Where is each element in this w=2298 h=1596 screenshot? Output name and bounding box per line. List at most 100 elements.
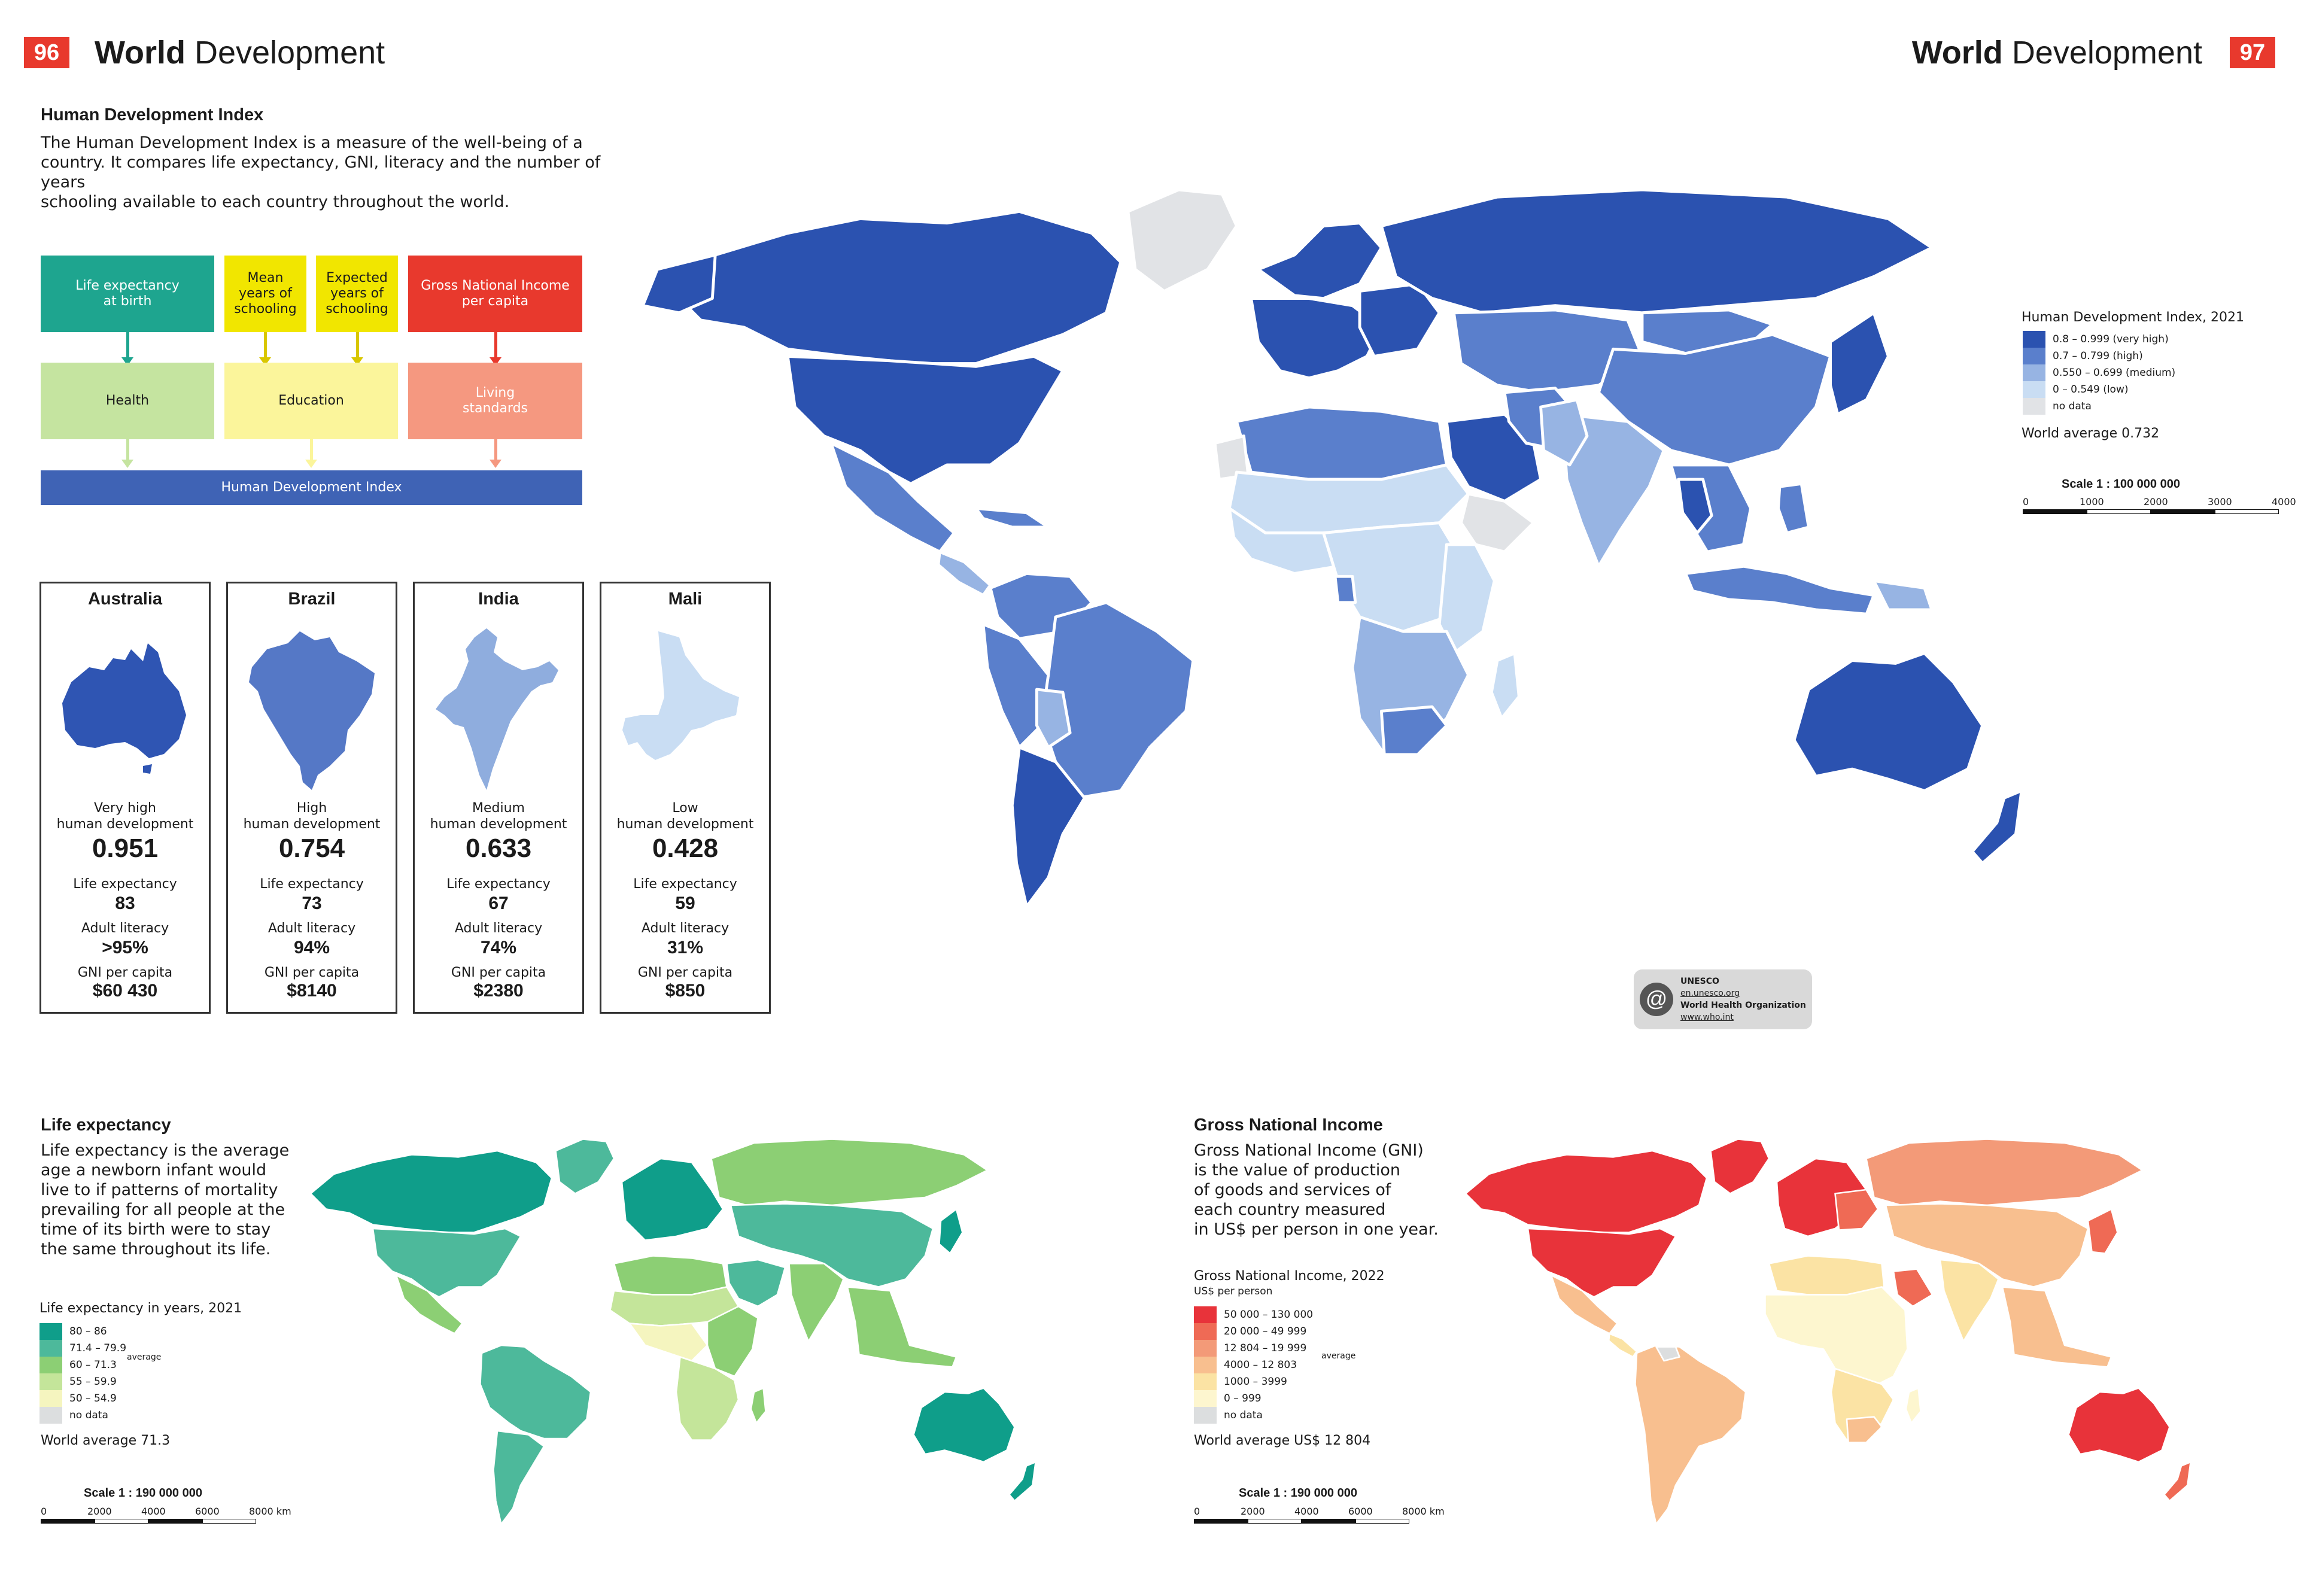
philippines-region [1777, 482, 1810, 535]
gni-scale-title: Scale 1 : 190 000 000 [1239, 1486, 1357, 1500]
hdi-world-average: World average 0.732 [2022, 426, 2160, 441]
scale-tick-label: 4000 [1294, 1506, 1319, 1517]
legend-label: 0.7 – 0.799 (high) [2053, 350, 2143, 362]
gulf-region [1892, 1268, 1934, 1308]
madagascar-region [1490, 652, 1521, 720]
australia-region [2068, 1387, 2171, 1463]
central-asia-region [1452, 308, 1644, 394]
gni-description: Gross National Income (GNI) is the value… [1194, 1141, 1439, 1239]
development-category: Low human development [601, 800, 769, 832]
western-europe-region [1250, 297, 1383, 380]
legend-label: no data [2053, 400, 2092, 412]
legend-item: 50 000 – 130 000 [1194, 1306, 1313, 1323]
legend-item: 0.7 – 0.799 (high) [2023, 348, 2143, 364]
scale-segment [202, 1519, 256, 1524]
legend-label: 0 – 999 [1224, 1393, 1262, 1405]
legend-swatch [39, 1323, 62, 1340]
india-shape-icon [436, 628, 558, 790]
south-america-south-region [493, 1430, 545, 1525]
literacy-value: >95% [102, 938, 148, 957]
hdi-value: 0.951 [92, 834, 159, 863]
country-card-mali: Mali Low human development 0.428 Life ex… [600, 582, 771, 1014]
literacy-value: 31% [667, 938, 704, 957]
japan-korea-region [2087, 1208, 2118, 1254]
legend-label: 0.550 – 0.699 (medium) [2053, 367, 2176, 379]
life-section-title: Life expectancy [41, 1115, 171, 1135]
life-expectancy-value: 67 [488, 893, 509, 913]
legend-label: 50 000 – 130 000 [1224, 1309, 1314, 1321]
north-africa-region [613, 1255, 728, 1296]
input-expected-schooling: Expected years of schooling [316, 256, 398, 332]
life-scale-title: Scale 1 : 190 000 000 [84, 1486, 202, 1500]
canada-region [670, 209, 1123, 365]
input-gni: Gross National Income per capita [408, 256, 582, 332]
right-page-title: World Development [1912, 34, 2202, 72]
gni-legend-subtitle: US$ per person [1194, 1285, 1273, 1297]
scale-tick-label: 8000 km [249, 1506, 291, 1517]
russia-region [1379, 188, 1934, 315]
iceland-scandinavia-region [1257, 221, 1383, 300]
japan-region [938, 1208, 963, 1254]
hdi-value: 0.633 [465, 834, 532, 863]
text-line: country. It compares life expectancy, GN… [41, 153, 601, 191]
text-line: in US$ per person in one year. [1194, 1220, 1439, 1239]
greenland-region [1710, 1138, 1770, 1194]
category-line: High [296, 801, 327, 816]
average-marker: average [127, 1352, 162, 1362]
left-page-title: World Development [95, 34, 385, 72]
scale-segment [1302, 1519, 1355, 1524]
scale-segment [1248, 1519, 1302, 1524]
scale-tick-label: 2000 [2144, 496, 2168, 507]
scale-tick-label: 6000 [1348, 1506, 1373, 1517]
hdi-scale-title: Scale 1 : 100 000 000 [2062, 478, 2180, 491]
brazil-shape-icon [249, 631, 375, 790]
gni-label: GNI per capita [637, 965, 733, 980]
text-line: The Human Development Index is a measure… [41, 133, 583, 152]
text-line: schooling available to each country thro… [41, 193, 510, 211]
legend-swatch [39, 1373, 62, 1390]
asia-region [1884, 1203, 2089, 1288]
mexico-region [395, 1274, 463, 1334]
text-line: age a newborn infant would [41, 1161, 267, 1179]
canada-region [1464, 1150, 1708, 1233]
hdi-world-map [641, 188, 2023, 908]
life-world-average: World average 71.3 [41, 1433, 171, 1448]
life-expectancy-label: Life expectancy [446, 877, 551, 892]
title-light: Development [194, 35, 385, 71]
mali-shape-icon [622, 631, 739, 760]
source-link[interactable]: www.who.int [1680, 1013, 1734, 1022]
scale-tick-label: 0 [1194, 1506, 1200, 1517]
madagascar-region [750, 1387, 767, 1424]
gni-section-title: Gross National Income [1194, 1115, 1383, 1135]
madagascar-region [1905, 1387, 1922, 1424]
alaska-region [641, 253, 717, 315]
source-link[interactable]: en.unesco.org [1680, 989, 1740, 998]
usa-region [372, 1227, 522, 1298]
south-asia-region [1561, 412, 1665, 568]
result-hdi: Human Development Index [41, 470, 582, 505]
gni-world-average: World average US$ 12 804 [1194, 1433, 1371, 1448]
legend-swatch [1194, 1340, 1217, 1357]
hdi-legend-title: Human Development Index, 2021 [2022, 310, 2244, 325]
left-page-number: 96 [24, 37, 69, 68]
legend-item: 12 804 – 19 999 [1194, 1340, 1306, 1357]
new-zealand-region [2163, 1461, 2191, 1502]
southern-cone-region [1010, 746, 1086, 908]
venezuela-region [1655, 1346, 1680, 1362]
dimension-living-standards: Living standards [408, 363, 582, 439]
text-line: Life expectancy is the average [41, 1141, 290, 1160]
legend-label: 12 804 – 19 999 [1224, 1342, 1307, 1354]
gni-value: $8140 [287, 981, 337, 1001]
southeast-asia-region [846, 1286, 957, 1368]
legend-label: 4000 – 12 803 [1224, 1359, 1297, 1371]
text-line: live to if patterns of mortality [41, 1181, 278, 1199]
arrow-icon [121, 439, 133, 468]
gabon-region [1333, 574, 1357, 604]
legend-label: 1000 – 3999 [1224, 1376, 1287, 1388]
legend-swatch [39, 1407, 62, 1424]
legend-swatch [2023, 348, 2045, 364]
new-zealand-region [1971, 789, 2023, 865]
gni-world-map [1464, 1138, 2191, 1525]
text-line: of goods and services of [1194, 1181, 1391, 1199]
legend-item: 1000 – 3999 [1194, 1373, 1287, 1390]
